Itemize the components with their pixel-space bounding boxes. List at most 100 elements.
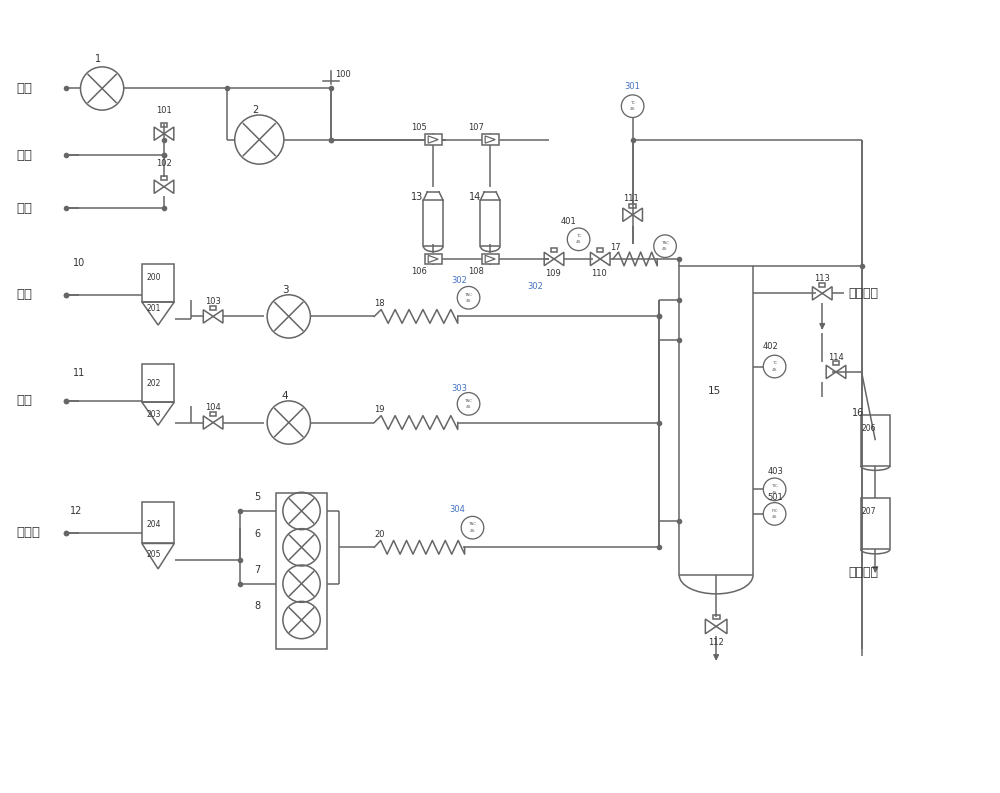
Text: 109: 109 xyxy=(545,269,561,278)
Circle shape xyxy=(763,355,786,377)
Text: 105: 105 xyxy=(412,123,427,132)
Text: 1: 1 xyxy=(95,54,101,64)
Text: 18: 18 xyxy=(374,299,385,308)
Circle shape xyxy=(621,95,644,117)
Bar xyxy=(161,123,167,127)
Text: 4S: 4S xyxy=(772,491,777,495)
Text: 501: 501 xyxy=(768,492,783,502)
Polygon shape xyxy=(485,136,495,144)
Text: 4S: 4S xyxy=(630,107,635,111)
Bar xyxy=(210,412,216,416)
Bar xyxy=(833,362,839,366)
Text: 5: 5 xyxy=(254,492,261,502)
Text: 燃料: 燃料 xyxy=(17,289,33,301)
Text: 11: 11 xyxy=(73,369,85,378)
Text: 102: 102 xyxy=(156,159,172,167)
Text: TAC: TAC xyxy=(464,293,473,297)
Text: 4S: 4S xyxy=(576,240,581,244)
Text: 113: 113 xyxy=(814,274,830,283)
Bar xyxy=(480,200,500,246)
Text: PIC: PIC xyxy=(771,509,778,513)
Text: 4S: 4S xyxy=(466,299,471,303)
Text: 4S: 4S xyxy=(662,247,668,251)
Text: 17: 17 xyxy=(610,243,621,251)
Text: 脱盐水: 脱盐水 xyxy=(17,526,41,539)
Text: 205: 205 xyxy=(146,550,161,559)
Text: 206: 206 xyxy=(862,424,876,433)
Bar xyxy=(819,283,825,286)
Text: 氮气: 氮气 xyxy=(17,149,33,162)
Text: 12: 12 xyxy=(70,506,82,516)
Text: 15: 15 xyxy=(708,386,722,396)
Bar xyxy=(210,306,216,310)
Text: 107: 107 xyxy=(469,123,484,132)
Bar xyxy=(482,134,499,145)
Bar xyxy=(276,493,327,649)
Circle shape xyxy=(457,393,480,416)
Bar xyxy=(861,415,890,465)
Circle shape xyxy=(654,235,676,258)
Text: TIC: TIC xyxy=(771,485,778,488)
Text: 6: 6 xyxy=(254,529,261,538)
Text: TC: TC xyxy=(576,234,581,238)
Bar xyxy=(597,248,603,252)
Text: 100: 100 xyxy=(335,71,351,79)
Text: 19: 19 xyxy=(374,405,385,414)
Text: 101: 101 xyxy=(156,105,172,115)
Text: 空气: 空气 xyxy=(17,82,33,95)
Bar xyxy=(482,254,499,264)
Bar xyxy=(629,205,636,208)
Polygon shape xyxy=(485,255,495,262)
Text: 303: 303 xyxy=(451,384,467,393)
Bar xyxy=(161,176,167,180)
Text: 207: 207 xyxy=(862,508,876,516)
Text: 14: 14 xyxy=(469,192,481,201)
Text: 4S: 4S xyxy=(466,405,471,409)
Text: 106: 106 xyxy=(412,267,427,276)
Text: 4: 4 xyxy=(282,391,289,401)
Text: 氧气: 氧气 xyxy=(17,202,33,215)
Text: 3: 3 xyxy=(282,285,289,295)
Text: 气体采样: 气体采样 xyxy=(849,287,879,300)
Text: 402: 402 xyxy=(763,343,779,351)
Circle shape xyxy=(763,478,786,500)
Text: 112: 112 xyxy=(708,638,724,646)
Text: 7: 7 xyxy=(254,565,261,575)
Text: 108: 108 xyxy=(469,267,484,276)
Text: 304: 304 xyxy=(449,505,465,515)
Text: 物料: 物料 xyxy=(17,394,33,408)
Text: 103: 103 xyxy=(205,297,221,306)
Text: TAC: TAC xyxy=(468,523,477,527)
Circle shape xyxy=(567,228,590,251)
Bar xyxy=(142,364,174,402)
Text: TAC: TAC xyxy=(464,399,473,403)
Circle shape xyxy=(457,286,480,309)
Bar xyxy=(551,248,557,252)
Circle shape xyxy=(763,503,786,525)
Text: TC: TC xyxy=(772,362,777,366)
Text: 302: 302 xyxy=(451,276,467,285)
Text: 104: 104 xyxy=(205,404,221,412)
Text: 13: 13 xyxy=(411,192,423,201)
Text: 16: 16 xyxy=(852,408,864,418)
Text: 20: 20 xyxy=(374,530,385,539)
Text: 200: 200 xyxy=(146,273,161,282)
Text: 301: 301 xyxy=(625,82,641,91)
Bar xyxy=(142,264,174,302)
Text: 110: 110 xyxy=(591,269,607,278)
Text: 液体采样: 液体采样 xyxy=(849,566,879,580)
Text: 4S: 4S xyxy=(772,368,777,372)
Bar xyxy=(423,200,443,246)
Bar xyxy=(713,615,720,619)
Text: 10: 10 xyxy=(73,259,85,268)
Text: 4S: 4S xyxy=(772,515,777,519)
Text: 203: 203 xyxy=(146,410,161,419)
Text: 8: 8 xyxy=(254,601,261,611)
Bar xyxy=(679,266,753,575)
Text: TAC: TAC xyxy=(661,241,669,245)
Text: 114: 114 xyxy=(828,353,844,362)
Polygon shape xyxy=(428,136,438,144)
Text: TC: TC xyxy=(630,101,635,105)
Text: 2: 2 xyxy=(252,105,259,115)
Bar xyxy=(425,254,442,264)
